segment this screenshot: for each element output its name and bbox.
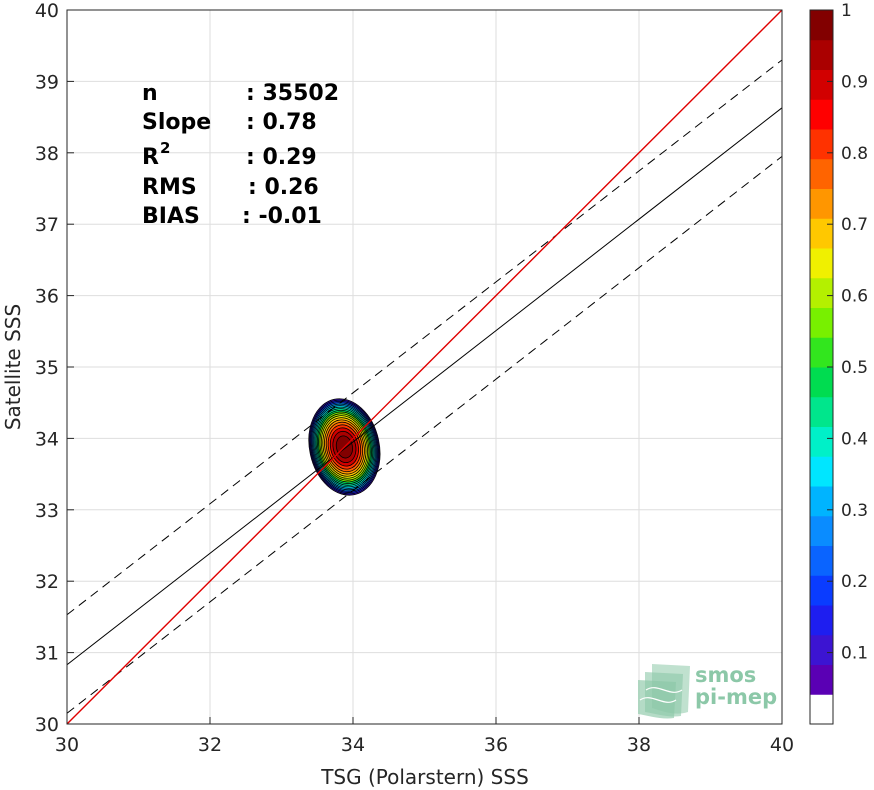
y-tick-label: 38 bbox=[35, 143, 59, 165]
lower-bound-line bbox=[66, 155, 783, 714]
colorbar-segment bbox=[810, 634, 833, 665]
colorbar-segment bbox=[810, 158, 833, 189]
colorbar-segment bbox=[810, 248, 833, 279]
stat-bias-value: : -0.01 bbox=[242, 204, 322, 229]
stat-rms-label: RMS bbox=[142, 175, 197, 200]
y-tick-label: 40 bbox=[35, 0, 59, 22]
colorbar-tick-label: 0.3 bbox=[841, 501, 868, 521]
y-tick-label: 33 bbox=[35, 500, 59, 522]
colorbar-tick-label: 1 bbox=[841, 1, 852, 21]
colorbar-segment bbox=[810, 367, 833, 398]
x-tick-label: 34 bbox=[341, 734, 365, 756]
colorbar-ticks: 0.1 0.2 0.3 0.4 0.5 0.6 0.7 0.8 0.9 1 bbox=[827, 1, 868, 664]
colorbar-tick-label: 0.9 bbox=[841, 72, 868, 92]
colorbar-segment bbox=[810, 337, 833, 368]
x-tick-label: 40 bbox=[770, 734, 794, 756]
colorbar-segment bbox=[810, 218, 833, 249]
colorbar-segment bbox=[810, 39, 833, 70]
smos-pi-mep-logo: smos pi-mep bbox=[638, 663, 777, 719]
colorbar-segment bbox=[810, 277, 833, 308]
stat-rms-value: : 0.26 bbox=[248, 175, 319, 200]
colorbar-tick-label: 0.5 bbox=[841, 358, 868, 378]
y-tick-label: 31 bbox=[35, 643, 59, 665]
colorbar-tick-label: 0.4 bbox=[841, 429, 868, 449]
colorbar bbox=[810, 10, 833, 725]
stat-r2-value: : 0.29 bbox=[246, 145, 317, 170]
y-tick-label: 37 bbox=[35, 214, 59, 236]
y-tick-label: 30 bbox=[35, 714, 59, 736]
colorbar-segment bbox=[810, 129, 833, 160]
x-tick-label: 30 bbox=[55, 734, 79, 756]
colorbar-segment bbox=[810, 69, 833, 100]
y-tick-label: 34 bbox=[35, 428, 59, 450]
x-tick-label: 38 bbox=[627, 734, 651, 756]
y-tick-label: 39 bbox=[35, 71, 59, 93]
colorbar-segment bbox=[810, 307, 833, 338]
x-axis-label: TSG (Polarstern) SSS bbox=[320, 765, 529, 789]
colorbar-tick-label: 0.6 bbox=[841, 287, 868, 307]
colorbar-segment bbox=[810, 426, 833, 457]
density-contours bbox=[308, 398, 381, 496]
colorbar-segment bbox=[810, 515, 833, 546]
colorbar-segment bbox=[810, 694, 833, 725]
y-axis-ticks: 30 31 32 33 34 35 36 37 38 39 40 bbox=[35, 0, 74, 736]
upper-bound-line bbox=[66, 59, 783, 616]
y-tick-label: 32 bbox=[35, 571, 59, 593]
colorbar-segment bbox=[810, 575, 833, 606]
fit-lines bbox=[66, 9, 783, 725]
colorbar-segment bbox=[810, 10, 833, 41]
x-axis-ticks: 30 32 34 36 38 40 bbox=[55, 717, 794, 756]
colorbar-segment bbox=[810, 99, 833, 130]
colorbar-tick-label: 0.2 bbox=[841, 572, 868, 592]
colorbar-segment bbox=[810, 396, 833, 427]
regression-line bbox=[66, 107, 783, 666]
colorbar-segment bbox=[810, 664, 833, 695]
colorbar-segment bbox=[810, 188, 833, 219]
x-tick-label: 36 bbox=[484, 734, 508, 756]
colorbar-tick-label: 0.7 bbox=[841, 215, 868, 235]
stat-slope-value: : 0.78 bbox=[246, 110, 317, 135]
colorbar-tick-label: 0.1 bbox=[841, 644, 868, 664]
logo-line1: smos bbox=[695, 663, 756, 687]
stat-bias-label: BIAS bbox=[142, 204, 200, 229]
colorbar-frame bbox=[809, 9, 834, 725]
logo-line2: pi-mep bbox=[695, 685, 777, 709]
logo-wave-icon bbox=[638, 664, 690, 719]
identity-line bbox=[66, 9, 783, 725]
stat-r2-superscript: 2 bbox=[160, 139, 170, 157]
y-tick-label: 36 bbox=[35, 286, 59, 308]
stat-n-value: : 35502 bbox=[246, 81, 339, 106]
colorbar-segment bbox=[810, 605, 833, 636]
colorbar-tick-label: 0.8 bbox=[841, 144, 868, 164]
y-axis-label: Satellite SSS bbox=[1, 304, 25, 430]
stat-n-label: n bbox=[142, 81, 158, 106]
y-tick-label: 35 bbox=[35, 357, 59, 379]
colorbar-segment bbox=[810, 486, 833, 517]
stats-box: n : 35502 Slope : 0.78 R 2 : 0.29 RMS : … bbox=[142, 81, 339, 229]
x-tick-label: 32 bbox=[198, 734, 222, 756]
stat-r2-label: R bbox=[142, 145, 159, 170]
colorbar-segment bbox=[810, 545, 833, 576]
stat-slope-label: Slope bbox=[142, 110, 211, 135]
colorbar-segment bbox=[810, 456, 833, 487]
